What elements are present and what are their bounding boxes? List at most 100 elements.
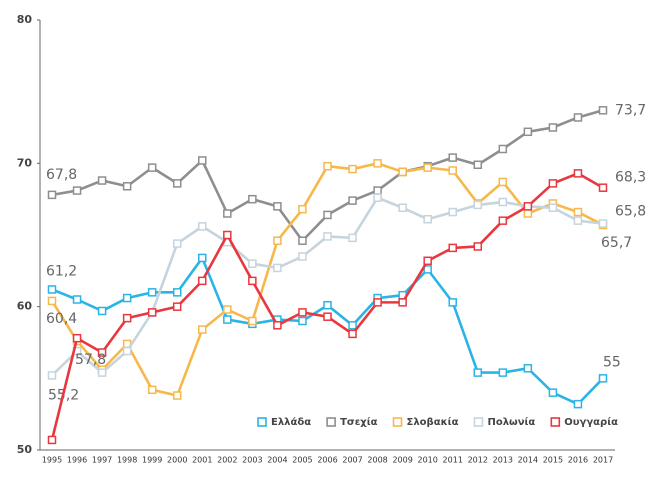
- point-marker: [373, 186, 382, 195]
- point-marker: [223, 230, 232, 240]
- point-marker: [573, 207, 583, 217]
- point-marker: [122, 313, 132, 323]
- point-marker: [348, 329, 357, 339]
- point-marker: [273, 202, 282, 211]
- value-label: 61,2: [46, 263, 77, 279]
- point-marker: [598, 219, 608, 228]
- point-marker: [147, 385, 157, 395]
- point-marker: [72, 186, 82, 195]
- point-marker: [198, 253, 207, 263]
- legend-swatch: [326, 417, 336, 427]
- point-marker: [598, 183, 608, 192]
- point-marker: [348, 233, 357, 243]
- series-line: [51, 196, 604, 377]
- point-marker: [122, 346, 132, 356]
- point-marker: [47, 190, 57, 200]
- point-marker: [172, 288, 182, 297]
- point-marker: [498, 197, 508, 207]
- legend-label: Ουγγαρία: [564, 416, 618, 428]
- series-line: [51, 256, 604, 406]
- point-marker: [223, 305, 232, 314]
- point-marker: [598, 374, 608, 383]
- point-marker: [72, 333, 82, 343]
- point-marker: [248, 316, 257, 326]
- point-marker: [573, 216, 583, 225]
- point-marker: [298, 236, 307, 245]
- point-marker: [373, 159, 382, 168]
- x-tick-label: 2014: [518, 456, 538, 465]
- point-marker: [147, 288, 157, 297]
- point-marker: [298, 316, 307, 326]
- point-marker: [523, 202, 533, 211]
- point-marker: [72, 295, 82, 304]
- point-marker: [523, 364, 533, 373]
- point-marker: [548, 388, 558, 397]
- point-marker: [273, 236, 282, 245]
- point-marker: [273, 263, 282, 273]
- series-line: [51, 109, 604, 243]
- x-tick-label: 2002: [217, 456, 237, 465]
- point-marker: [298, 308, 307, 317]
- point-marker: [47, 296, 57, 306]
- point-marker: [548, 179, 558, 188]
- point-marker: [97, 176, 107, 185]
- x-tick-label: 2008: [367, 456, 387, 465]
- x-tick-label: 2007: [342, 456, 362, 465]
- value-label: 65,8: [615, 204, 646, 220]
- legend-label: Ελλάδα: [271, 416, 311, 428]
- point-marker: [448, 207, 457, 217]
- point-marker: [473, 160, 483, 170]
- value-label: 55: [603, 354, 621, 370]
- point-marker: [122, 293, 132, 303]
- point-marker: [448, 166, 457, 175]
- y-tick-label: 70: [17, 156, 33, 169]
- point-marker: [223, 209, 232, 218]
- point-marker: [473, 368, 483, 377]
- point-marker: [323, 312, 332, 321]
- value-label: 73,7: [615, 102, 646, 118]
- point-marker: [398, 298, 407, 307]
- point-marker: [398, 167, 407, 177]
- value-label: 68,3: [615, 170, 646, 186]
- y-tick-label: 50: [17, 443, 33, 456]
- point-marker: [423, 163, 432, 172]
- point-marker: [47, 371, 57, 380]
- value-label: 60,4: [46, 311, 77, 327]
- point-marker: [97, 306, 107, 316]
- point-marker: [323, 232, 332, 241]
- y-tick-label: 80: [17, 13, 33, 26]
- point-marker: [348, 196, 357, 205]
- x-tick-label: 2003: [242, 456, 262, 465]
- point-marker: [198, 222, 207, 231]
- legend-swatch: [392, 417, 403, 427]
- point-marker: [198, 156, 207, 165]
- x-tick-label: 2001: [192, 456, 212, 465]
- value-label: 65,7: [601, 235, 632, 251]
- x-tick-label: 2015: [543, 456, 563, 465]
- point-marker: [448, 153, 457, 162]
- point-marker: [498, 216, 508, 225]
- x-tick-label: 1996: [67, 456, 87, 465]
- x-tick-label: 2011: [443, 456, 463, 465]
- point-marker: [448, 243, 457, 253]
- point-marker: [523, 209, 533, 218]
- x-tick-label: 2004: [267, 456, 287, 465]
- point-marker: [423, 265, 432, 274]
- point-marker: [348, 321, 357, 330]
- value-label: 67,8: [46, 167, 77, 183]
- point-marker: [298, 204, 307, 214]
- legend: Ελλάδα Τσεχία Σλοβακία Πολωνία Ουγγαρία: [257, 416, 618, 428]
- point-marker: [97, 368, 107, 377]
- point-marker: [373, 193, 382, 202]
- point-marker: [498, 144, 508, 154]
- point-marker: [323, 300, 332, 310]
- point-marker: [548, 123, 558, 132]
- legend-swatch: [550, 417, 561, 427]
- point-marker: [423, 214, 432, 224]
- point-marker: [323, 161, 332, 171]
- y-tick-label: 60: [17, 300, 33, 313]
- legend-swatch: [257, 417, 267, 427]
- point-marker: [273, 321, 282, 330]
- x-tick-label: 1998: [117, 456, 137, 465]
- x-tick-label: 2012: [468, 456, 488, 465]
